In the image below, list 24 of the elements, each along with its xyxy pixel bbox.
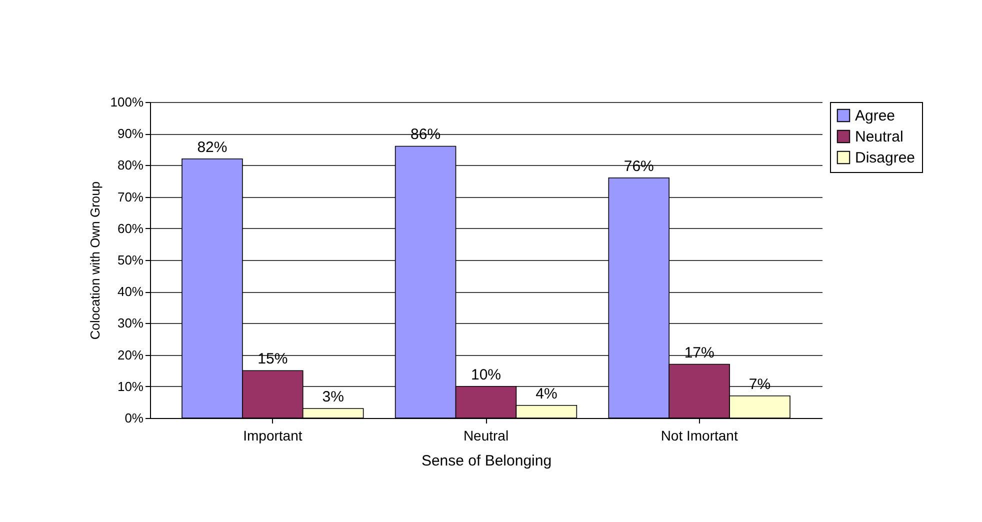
y-tick-label: 100% — [110, 94, 144, 110]
y-tick-label: 80% — [117, 158, 144, 173]
legend-label: Disagree — [855, 150, 916, 166]
x-tick-label: Important — [243, 428, 302, 444]
data-label: 4% — [536, 385, 558, 402]
y-tick-label: 10% — [117, 378, 144, 394]
legend-label: Neutral — [855, 128, 904, 146]
data-label: 82% — [197, 138, 228, 156]
y-tick-label: 70% — [117, 189, 144, 204]
y-axis-title: Colocation with Own Group — [87, 181, 102, 340]
x-tick-label: Neutral — [463, 428, 509, 444]
y-tick-label: 90% — [117, 126, 144, 142]
y-tick-label: 60% — [117, 220, 144, 236]
y-tick-label: 20% — [117, 347, 144, 362]
y-tick-label: 0% — [124, 410, 144, 426]
data-label: 10% — [470, 366, 502, 384]
x-axis-title: Sense of Belonging — [421, 452, 552, 470]
data-label: 15% — [258, 350, 288, 368]
y-tick-label: 40% — [117, 284, 144, 300]
data-label: 3% — [322, 388, 344, 406]
y-tick-label: 50% — [117, 252, 144, 268]
x-tick-label: Not Imortant — [660, 428, 738, 444]
legend-label: Agree — [855, 108, 896, 124]
y-tick-label: 30% — [117, 316, 144, 331]
